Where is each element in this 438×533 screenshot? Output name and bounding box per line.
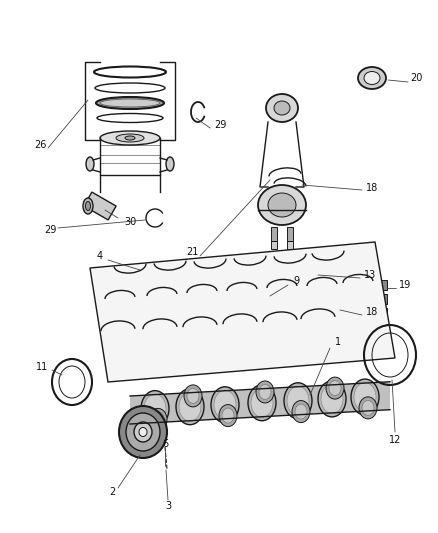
Ellipse shape [144, 394, 166, 423]
Bar [380, 280, 387, 290]
Text: 9: 9 [293, 276, 299, 286]
Bar [287, 241, 293, 249]
Bar [370, 294, 377, 304]
Ellipse shape [116, 134, 144, 142]
Ellipse shape [187, 389, 199, 403]
Text: 21: 21 [186, 247, 198, 257]
Ellipse shape [292, 401, 310, 423]
Text: 6: 6 [162, 439, 168, 449]
Ellipse shape [318, 381, 346, 417]
Bar [380, 294, 387, 304]
Ellipse shape [326, 377, 344, 399]
Ellipse shape [295, 404, 307, 419]
Ellipse shape [100, 131, 160, 145]
Ellipse shape [354, 383, 376, 411]
Text: 30: 30 [124, 217, 136, 227]
Ellipse shape [214, 390, 236, 419]
Ellipse shape [274, 101, 290, 115]
Ellipse shape [83, 198, 93, 214]
Ellipse shape [134, 422, 152, 442]
Ellipse shape [362, 400, 374, 415]
Text: 18: 18 [366, 183, 378, 193]
Text: 13: 13 [364, 270, 376, 280]
Polygon shape [130, 382, 390, 424]
Ellipse shape [359, 397, 377, 419]
Ellipse shape [219, 405, 237, 426]
Bar [287, 227, 293, 241]
Ellipse shape [141, 391, 169, 426]
Text: 2: 2 [109, 487, 115, 497]
Ellipse shape [85, 201, 91, 211]
Bar [380, 308, 387, 318]
Text: 20: 20 [410, 73, 422, 83]
Ellipse shape [266, 94, 298, 122]
Bar [271, 241, 277, 249]
Ellipse shape [184, 385, 202, 407]
Text: 12: 12 [389, 435, 401, 445]
Ellipse shape [86, 157, 94, 171]
Ellipse shape [287, 386, 309, 415]
Text: 1: 1 [335, 337, 341, 347]
Text: 18: 18 [366, 307, 378, 317]
Text: 4: 4 [97, 251, 103, 261]
Text: 29: 29 [44, 225, 56, 235]
Ellipse shape [96, 97, 164, 109]
Ellipse shape [152, 412, 164, 427]
Ellipse shape [259, 384, 271, 399]
Bar [370, 308, 377, 318]
Bar [84, 192, 116, 220]
Ellipse shape [351, 379, 379, 415]
Text: 11: 11 [36, 362, 48, 372]
Ellipse shape [321, 384, 343, 414]
Ellipse shape [268, 193, 296, 217]
Ellipse shape [166, 157, 174, 171]
Text: 19: 19 [399, 280, 411, 290]
Ellipse shape [119, 406, 167, 458]
Ellipse shape [329, 381, 341, 395]
Ellipse shape [284, 383, 312, 419]
Ellipse shape [248, 385, 276, 421]
Ellipse shape [100, 99, 160, 107]
Polygon shape [90, 242, 395, 382]
Ellipse shape [125, 136, 135, 140]
Ellipse shape [256, 381, 274, 403]
Bar [370, 280, 377, 290]
Ellipse shape [211, 387, 239, 423]
Ellipse shape [149, 408, 167, 431]
Ellipse shape [251, 388, 273, 417]
Ellipse shape [258, 185, 306, 225]
Text: 29: 29 [214, 120, 226, 130]
Ellipse shape [364, 71, 380, 85]
Ellipse shape [179, 392, 201, 421]
Ellipse shape [176, 389, 204, 425]
Text: 26: 26 [34, 140, 46, 150]
Ellipse shape [358, 67, 386, 89]
Ellipse shape [139, 427, 147, 437]
Ellipse shape [126, 413, 160, 451]
Ellipse shape [222, 408, 234, 423]
Text: 3: 3 [165, 501, 171, 511]
Bar [271, 227, 277, 241]
